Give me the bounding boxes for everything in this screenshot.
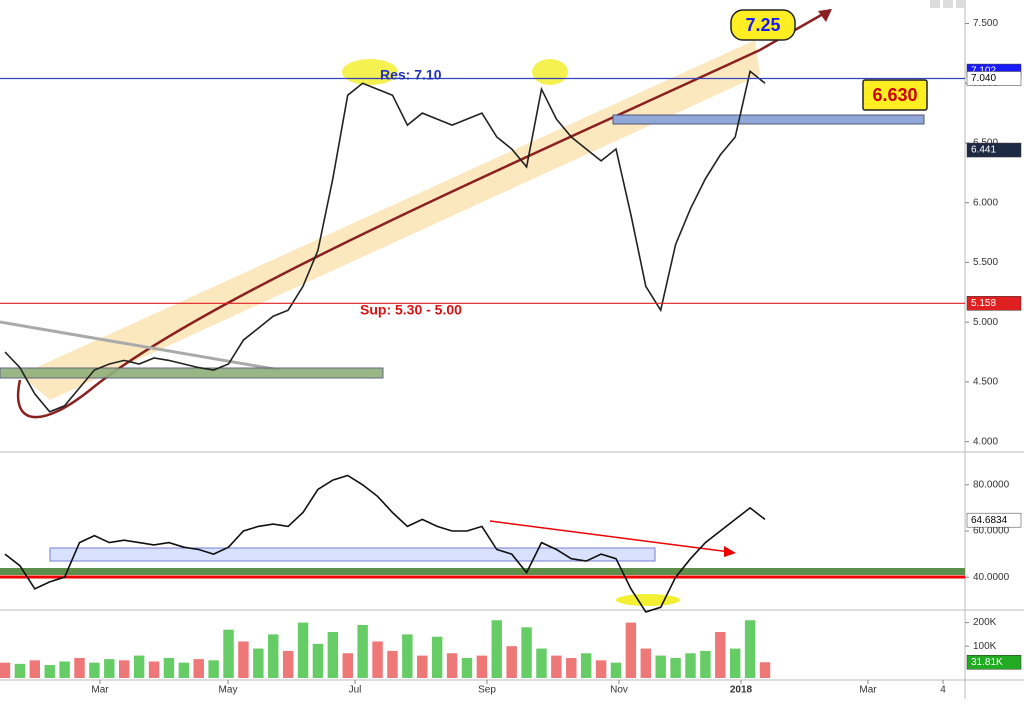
x-tick-label: 2018 <box>730 685 753 696</box>
toolbar-icons[interactable] <box>930 0 964 8</box>
callout-label: 7.25 <box>745 15 780 35</box>
volume-bar <box>387 650 398 678</box>
volume-bar <box>357 624 368 678</box>
x-tick-label: Nov <box>610 685 628 696</box>
volume-bar <box>208 660 219 678</box>
volume-bar <box>327 632 339 678</box>
annotation-label: Res: 7.10 <box>380 67 442 83</box>
volume-bar <box>670 657 681 678</box>
volume-bar <box>521 627 532 678</box>
x-tick-label: Jul <box>349 685 362 696</box>
volume-bar <box>506 646 517 678</box>
volume-bar <box>223 629 234 678</box>
price-line <box>4 474 766 613</box>
price-tag-label: 6.441 <box>971 145 996 156</box>
volume-bar <box>29 660 41 678</box>
price-tag-label: 7.040 <box>971 73 996 84</box>
volume-bar <box>759 662 771 678</box>
price-tag <box>966 142 1022 158</box>
volume-bar <box>595 660 607 678</box>
volume-bar <box>178 662 190 678</box>
volume-bar <box>491 620 502 678</box>
volume-bar <box>580 653 592 678</box>
volume-bar <box>14 663 26 678</box>
y-tick-label: 100K <box>973 641 997 652</box>
x-tick-label: May <box>219 685 238 696</box>
volume-bar <box>446 653 458 678</box>
y-tick-label: 80.0000 <box>973 479 1010 490</box>
volume-bar <box>715 632 726 678</box>
volume-bar <box>610 662 622 678</box>
price-tag <box>966 71 1022 86</box>
volume-bar <box>268 634 279 678</box>
volume-bar <box>342 653 353 678</box>
price-line <box>4 69 766 413</box>
x-tick-label: 4 <box>940 685 946 696</box>
volume-bar <box>461 657 473 678</box>
volume-bar <box>551 655 562 678</box>
volume-bar <box>0 662 11 678</box>
x-tick-label: Mar <box>859 685 877 696</box>
volume-bar <box>104 659 115 678</box>
price-tag <box>966 512 1022 528</box>
volume-bar <box>402 634 413 678</box>
callout-box <box>730 9 796 41</box>
volume-bar <box>372 641 383 678</box>
y-tick-label: 200K <box>973 617 997 628</box>
volume-bar <box>729 648 741 678</box>
y-tick-label: 7.500 <box>973 18 998 29</box>
volume-bar <box>566 657 577 678</box>
callout-label: 6.630 <box>872 85 917 105</box>
price-tag-label: 31.81K <box>971 657 1003 668</box>
y-tick-label: 6.000 <box>973 197 998 208</box>
volume-bar <box>238 641 249 678</box>
price-tag-label: 64.6834 <box>971 515 1008 526</box>
volume-bar <box>89 662 100 678</box>
callout-box <box>862 79 928 111</box>
y-tick-label: 5.000 <box>973 317 998 328</box>
volume-bar <box>297 622 309 678</box>
volume-bar <box>119 660 130 678</box>
volume-bar <box>655 655 666 678</box>
volume-bar <box>74 657 85 678</box>
price-tag <box>966 296 1022 311</box>
price-tag-label: 5.158 <box>971 298 996 309</box>
volume-bar <box>312 643 324 678</box>
x-tick-label: Sep <box>478 685 496 696</box>
price-tag-label: 7.102 <box>971 66 996 77</box>
volume-bar <box>417 655 428 678</box>
volume-bar <box>476 655 488 678</box>
volume-bar <box>282 650 294 678</box>
volume-bar <box>253 648 264 678</box>
y-tick-label: 5.500 <box>973 257 998 268</box>
y-tick-label: 4.000 <box>973 436 998 447</box>
x-tick-label: Mar <box>91 685 109 696</box>
volume-bar <box>163 657 175 678</box>
volume-bar <box>193 659 204 678</box>
annotation-label: Sup: 5.30 - 5.00 <box>360 302 462 318</box>
volume-bar <box>431 636 443 678</box>
volume-bar <box>59 661 70 678</box>
volume-bar <box>133 655 145 678</box>
drawings <box>0 8 965 606</box>
volume-bar <box>640 648 651 678</box>
volume-bar <box>700 650 711 678</box>
y-tick-label: 4.500 <box>973 377 998 388</box>
volume-bar <box>625 622 637 678</box>
y-tick-label: 40.0000 <box>973 572 1010 583</box>
volume-bar <box>685 653 696 678</box>
y-tick-label: 60.0000 <box>973 526 1010 537</box>
volume-bar <box>44 665 55 678</box>
volume-bar <box>148 661 160 678</box>
volume-bar <box>536 648 547 678</box>
price-tag <box>966 655 1022 670</box>
volume-bar <box>744 620 756 678</box>
